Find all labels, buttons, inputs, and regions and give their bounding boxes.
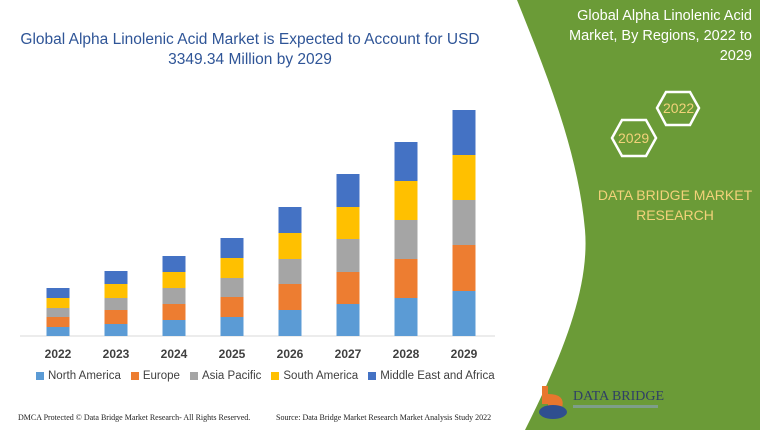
x-tick-labels: 2022 2023 2024 2025 2026 2027 2028 2029 bbox=[45, 347, 478, 361]
bar-2024-series-4 bbox=[162, 256, 186, 272]
bar-2023-series-1 bbox=[104, 310, 128, 324]
x-tick-label: 2029 bbox=[451, 347, 478, 361]
legend-item-asia-pacific: Asia Pacific bbox=[189, 370, 262, 382]
bar-2025-series-0 bbox=[220, 317, 244, 336]
bar-2027-series-1 bbox=[336, 272, 360, 304]
bar-2027-series-2 bbox=[336, 239, 360, 272]
legend-label: South America bbox=[283, 370, 359, 382]
bar-2026-series-0 bbox=[278, 310, 302, 336]
panel-title: Global Alpha Linolenic Acid Market, By R… bbox=[569, 8, 752, 64]
x-tick-label: 2024 bbox=[161, 347, 188, 361]
bar-2028-series-3 bbox=[394, 181, 418, 220]
bar-2026-series-4 bbox=[278, 207, 302, 233]
bar-2029-series-1 bbox=[452, 245, 476, 291]
bar-2023-series-0 bbox=[104, 324, 128, 336]
brand-text: DATA BRIDGE MARKET RESEARCH bbox=[597, 187, 753, 223]
bar-2028-series-0 bbox=[394, 298, 418, 336]
legend-swatch bbox=[189, 372, 198, 380]
bar-2027-series-3 bbox=[336, 207, 360, 239]
x-tick-label: 2026 bbox=[277, 347, 304, 361]
bar-2024-series-0 bbox=[162, 320, 186, 336]
hexagon-2022 bbox=[655, 90, 701, 127]
legend-item-europe: Europe bbox=[130, 370, 180, 382]
legend-swatch bbox=[36, 372, 44, 380]
bar-2029-series-2 bbox=[452, 200, 476, 245]
logo-text: DATA BRIDGE bbox=[573, 389, 665, 404]
legend-label: North America bbox=[48, 370, 121, 382]
bar-2029-series-3 bbox=[452, 155, 476, 200]
legend-label: Asia Pacific bbox=[201, 370, 262, 382]
bar-2023-series-4 bbox=[104, 271, 128, 284]
legend-swatch bbox=[130, 372, 139, 380]
legend-label: Middle East and Africa bbox=[380, 370, 495, 382]
x-tick-label: 2023 bbox=[103, 347, 130, 361]
logo-icon bbox=[539, 386, 567, 419]
x-tick-label: 2028 bbox=[393, 347, 420, 361]
legend-item-south-america: South America bbox=[271, 370, 358, 382]
x-tick-label: 2022 bbox=[45, 347, 72, 361]
bars-group bbox=[46, 110, 476, 336]
bar-2025-series-2 bbox=[220, 278, 244, 297]
bar-2026-series-2 bbox=[278, 259, 302, 284]
bar-2022-series-3 bbox=[46, 298, 70, 308]
bar-2025-series-3 bbox=[220, 258, 244, 278]
bar-2028-series-1 bbox=[394, 259, 418, 298]
bar-2027-series-0 bbox=[336, 304, 360, 336]
footer-source: Source: Data Bridge Market Research Mark… bbox=[276, 413, 492, 422]
bar-2024-series-1 bbox=[162, 304, 186, 320]
bar-2025-series-1 bbox=[220, 297, 244, 317]
bar-2025-series-4 bbox=[220, 238, 244, 258]
bar-2024-series-3 bbox=[162, 272, 186, 288]
hex-label-2029: 2029 bbox=[618, 130, 650, 146]
legend-item-middle-east-africa: Middle East and Africa bbox=[368, 370, 495, 382]
bar-2022-series-2 bbox=[46, 308, 70, 317]
bar-2028-series-4 bbox=[394, 142, 418, 181]
legend: North America Europe Asia Pacific South … bbox=[36, 370, 495, 382]
bar-2026-series-3 bbox=[278, 233, 302, 259]
bar-2024-series-2 bbox=[162, 288, 186, 304]
footer-copyright: DMCA Protected © Data Bridge Market Rese… bbox=[18, 413, 251, 422]
bar-2029-series-0 bbox=[452, 291, 476, 336]
logo-subline bbox=[573, 405, 658, 408]
legend-swatch bbox=[368, 372, 377, 380]
bar-2022-series-4 bbox=[46, 288, 70, 298]
legend-item-north-america: North America bbox=[36, 370, 121, 382]
bar-2022-series-0 bbox=[46, 327, 70, 336]
hexagon-2029 bbox=[610, 118, 658, 158]
bar-2026-series-1 bbox=[278, 284, 302, 310]
bar-2027-series-4 bbox=[336, 174, 360, 207]
x-tick-label: 2027 bbox=[335, 347, 362, 361]
bar-2022-series-1 bbox=[46, 317, 70, 327]
bar-2028-series-2 bbox=[394, 220, 418, 259]
x-tick-label: 2025 bbox=[219, 347, 246, 361]
bar-2023-series-2 bbox=[104, 298, 128, 310]
bar-2029-series-4 bbox=[452, 110, 476, 155]
legend-label: Europe bbox=[142, 370, 180, 382]
hex-label-2022: 2022 bbox=[663, 100, 695, 116]
chart-title: Global Alpha Linolenic Acid Market is Ex… bbox=[20, 31, 480, 68]
bar-2023-series-3 bbox=[104, 284, 128, 298]
legend-swatch bbox=[271, 372, 280, 380]
